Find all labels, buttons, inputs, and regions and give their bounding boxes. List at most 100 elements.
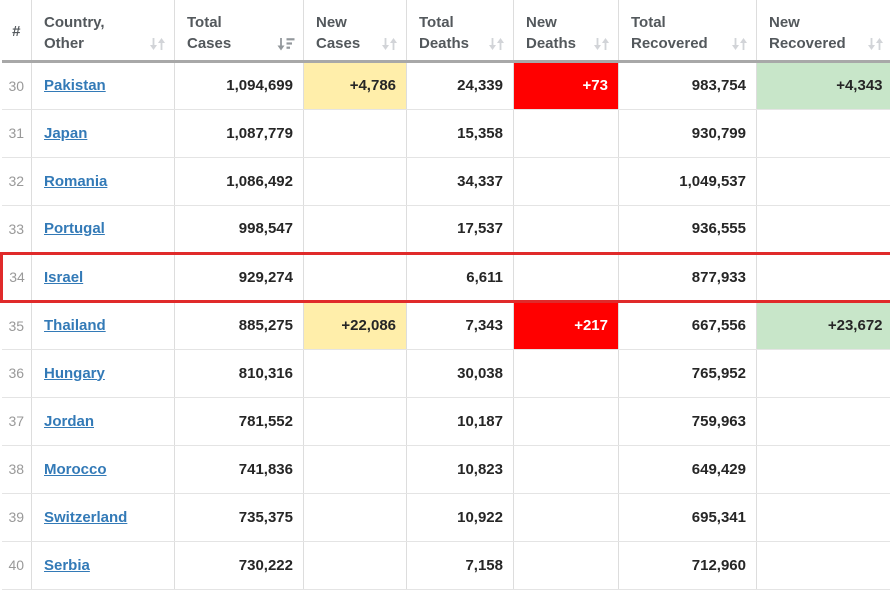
total-deaths-cell: 10,187 (407, 397, 514, 445)
country-link[interactable]: Serbia (44, 557, 90, 574)
rank-cell: 33 (2, 205, 32, 253)
column-header-label: # (12, 21, 20, 42)
new-deaths-cell (514, 445, 619, 493)
total-recovered-cell: 983,754 (619, 61, 757, 109)
total-recovered-cell: 930,799 (619, 109, 757, 157)
country-link[interactable]: Romania (44, 173, 107, 190)
new-deaths-cell (514, 253, 619, 301)
table-row: 30 Pakistan 1,094,699 +4,786 24,339 +73 … (2, 61, 890, 109)
column-header-label: Country,Other (44, 12, 105, 54)
new-deaths-cell (514, 493, 619, 541)
total-recovered-cell: 649,429 (619, 445, 757, 493)
new-cases-cell (304, 253, 407, 301)
new-cases-cell (304, 445, 407, 493)
sort-descending-icon (277, 37, 295, 54)
new-deaths-cell: +73 (514, 61, 619, 109)
sort-both-icon (593, 37, 610, 54)
new-recovered-cell: +4,343 (757, 61, 890, 109)
country-cell: Switzerland (32, 493, 175, 541)
total-cases-cell: 998,547 (175, 205, 304, 253)
country-link[interactable]: Portugal (44, 220, 105, 237)
new-deaths-cell (514, 109, 619, 157)
new-recovered-cell (757, 541, 890, 589)
total-deaths-cell: 30,038 (407, 349, 514, 397)
column-header-rank[interactable]: # (2, 0, 32, 61)
rank-cell: 30 (2, 61, 32, 109)
table-row: 40 Serbia 730,222 7,158 712,960 (2, 541, 890, 589)
table-row-highlighted: 34 Israel 929,274 6,611 877,933 (2, 253, 890, 301)
country-link[interactable]: Morocco (44, 461, 107, 478)
country-link[interactable]: Thailand (44, 317, 106, 334)
total-cases-cell: 781,552 (175, 397, 304, 445)
country-link[interactable]: Switzerland (44, 509, 127, 526)
total-recovered-cell: 759,963 (619, 397, 757, 445)
country-link[interactable]: Hungary (44, 365, 105, 382)
table-row: 31 Japan 1,087,779 15,358 930,799 (2, 109, 890, 157)
total-deaths-cell: 7,158 (407, 541, 514, 589)
new-recovered-cell (757, 445, 890, 493)
total-cases-cell: 735,375 (175, 493, 304, 541)
new-cases-cell (304, 349, 407, 397)
country-cell: Romania (32, 157, 175, 205)
total-deaths-cell: 10,823 (407, 445, 514, 493)
rank-cell: 31 (2, 109, 32, 157)
country-cell: Portugal (32, 205, 175, 253)
new-recovered-cell (757, 157, 890, 205)
new-recovered-cell (757, 253, 890, 301)
column-header-country[interactable]: Country,Other (32, 0, 175, 61)
total-deaths-cell: 17,537 (407, 205, 514, 253)
country-link[interactable]: Pakistan (44, 77, 106, 94)
new-recovered-cell: +23,672 (757, 301, 890, 349)
country-cell: Jordan (32, 397, 175, 445)
total-cases-cell: 1,087,779 (175, 109, 304, 157)
total-cases-cell: 885,275 (175, 301, 304, 349)
country-cell: Japan (32, 109, 175, 157)
country-link[interactable]: Jordan (44, 413, 94, 430)
total-recovered-cell: 1,049,537 (619, 157, 757, 205)
country-cell: Pakistan (32, 61, 175, 109)
total-deaths-cell: 34,337 (407, 157, 514, 205)
sort-both-icon (149, 37, 166, 54)
new-deaths-cell: +217 (514, 301, 619, 349)
rank-cell: 35 (2, 301, 32, 349)
new-recovered-cell (757, 349, 890, 397)
total-cases-cell: 741,836 (175, 445, 304, 493)
total-cases-cell: 730,222 (175, 541, 304, 589)
total-recovered-cell: 877,933 (619, 253, 757, 301)
total-deaths-cell: 6,611 (407, 253, 514, 301)
new-recovered-cell (757, 109, 890, 157)
new-cases-cell (304, 397, 407, 445)
total-recovered-cell: 765,952 (619, 349, 757, 397)
total-deaths-cell: 10,922 (407, 493, 514, 541)
rank-cell: 32 (2, 157, 32, 205)
table-row: 35 Thailand 885,275 +22,086 7,343 +217 6… (2, 301, 890, 349)
table-row: 36 Hungary 810,316 30,038 765,952 (2, 349, 890, 397)
rank-cell: 39 (2, 493, 32, 541)
sort-both-icon (867, 37, 884, 54)
header-row: # Country,Other (2, 0, 890, 61)
new-cases-cell (304, 109, 407, 157)
country-link[interactable]: Japan (44, 125, 87, 142)
table-row: 39 Switzerland 735,375 10,922 695,341 (2, 493, 890, 541)
new-deaths-cell (514, 541, 619, 589)
total-cases-cell: 1,086,492 (175, 157, 304, 205)
new-recovered-cell (757, 397, 890, 445)
rank-cell: 34 (2, 253, 32, 301)
country-cell: Hungary (32, 349, 175, 397)
country-link[interactable]: Israel (44, 269, 83, 286)
rank-cell: 38 (2, 445, 32, 493)
country-cell: Israel (32, 253, 175, 301)
